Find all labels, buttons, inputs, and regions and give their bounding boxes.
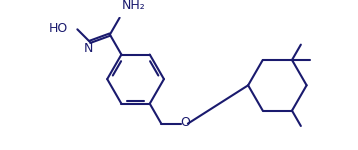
Text: HO: HO — [48, 22, 68, 35]
Text: O: O — [180, 116, 190, 129]
Text: N: N — [83, 42, 93, 55]
Text: NH₂: NH₂ — [121, 0, 145, 12]
